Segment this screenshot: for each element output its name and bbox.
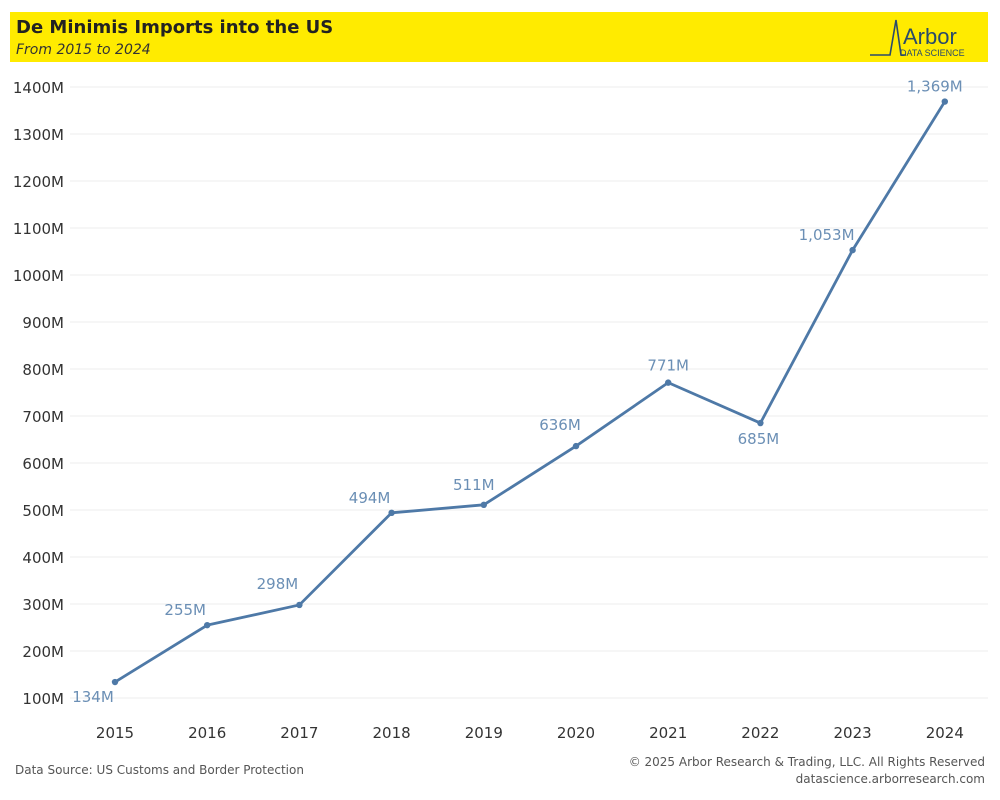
y-tick-label: 1300M: [13, 126, 64, 144]
data-point: [388, 509, 395, 517]
y-tick-label: 600M: [22, 455, 64, 473]
data-point: [941, 98, 948, 105]
y-tick-label: 700M: [22, 408, 64, 426]
y-tick-label: 1000M: [13, 267, 64, 285]
x-tick-label: 2024: [926, 724, 964, 742]
data-points: [111, 98, 948, 686]
x-tick-label: 2022: [741, 724, 779, 742]
data-point: [296, 601, 303, 609]
logo-subtext: DATA SCIENCE: [900, 48, 965, 58]
y-tick-label: 1100M: [13, 220, 64, 238]
y-axis: 100M 200M 300M 400M 500M 600M 700M 800M 900M 1000…: [13, 79, 64, 708]
series-line: [114, 100, 946, 684]
data-point: [849, 246, 856, 254]
data-labels: 134M 255M 298M 494M 511M 636M 771M 685M 1,053M 1,…: [72, 78, 963, 706]
x-axis: 2015 2016 2017 2018 2019 2020 2021 2022 2023 2024: [96, 724, 964, 742]
grid-lines: [70, 86, 988, 699]
chart-title: De Minimis Imports into the US: [16, 17, 334, 38]
y-tick-label: 1400M: [13, 79, 64, 97]
data-point: [204, 621, 211, 629]
data-point: [111, 678, 119, 686]
y-tick-label: 500M: [22, 502, 64, 520]
website-link[interactable]: datascience.arborresearch.com: [795, 772, 985, 786]
data-label: 511M: [453, 476, 495, 494]
y-tick-label: 400M: [22, 549, 64, 567]
chart-subtitle: From 2015 to 2024: [16, 42, 151, 58]
x-tick-label: 2017: [280, 724, 318, 742]
x-tick-label: 2019: [465, 724, 503, 742]
data-label: 298M: [257, 575, 299, 593]
footer-credits: © 2025 Arbor Research & Trading, LLC. Al…: [629, 754, 985, 788]
arbor-logo: Arbor DATA SCIENCE: [870, 19, 965, 58]
y-tick-label: 200M: [22, 643, 64, 661]
y-tick-label: 100M: [22, 690, 64, 708]
logo-spike-icon: [870, 19, 906, 56]
data-label: 255M: [164, 601, 206, 619]
x-tick-label: 2021: [649, 724, 687, 742]
x-tick-label: 2015: [96, 724, 134, 742]
logo-text: Arbor: [903, 24, 957, 49]
data-point: [757, 419, 764, 427]
data-label: 685M: [738, 430, 780, 448]
data-label: 1,369M: [907, 78, 963, 96]
chart-header: De Minimis Imports into the US From 2015…: [10, 12, 988, 62]
x-tick-label: 2016: [188, 724, 226, 742]
data-source: Data Source: US Customs and Border Prote…: [15, 763, 304, 777]
data-point: [572, 442, 580, 450]
data-label: 134M: [72, 688, 114, 706]
data-point: [480, 501, 487, 509]
data-label: 1,053M: [799, 226, 855, 244]
data-label: 771M: [647, 357, 689, 375]
data-point: [665, 379, 672, 386]
copyright-text: © 2025 Arbor Research & Trading, LLC. Al…: [628, 755, 985, 769]
series-line-path: [114, 100, 946, 684]
y-tick-label: 300M: [22, 596, 64, 614]
x-tick-label: 2023: [834, 724, 872, 742]
x-tick-label: 2020: [557, 724, 595, 742]
y-tick-label: 1200M: [13, 173, 64, 191]
data-label: 636M: [539, 416, 581, 434]
x-tick-label: 2018: [373, 724, 411, 742]
data-label: 494M: [349, 489, 391, 507]
y-tick-label: 800M: [22, 361, 64, 379]
y-tick-label: 900M: [22, 314, 64, 332]
